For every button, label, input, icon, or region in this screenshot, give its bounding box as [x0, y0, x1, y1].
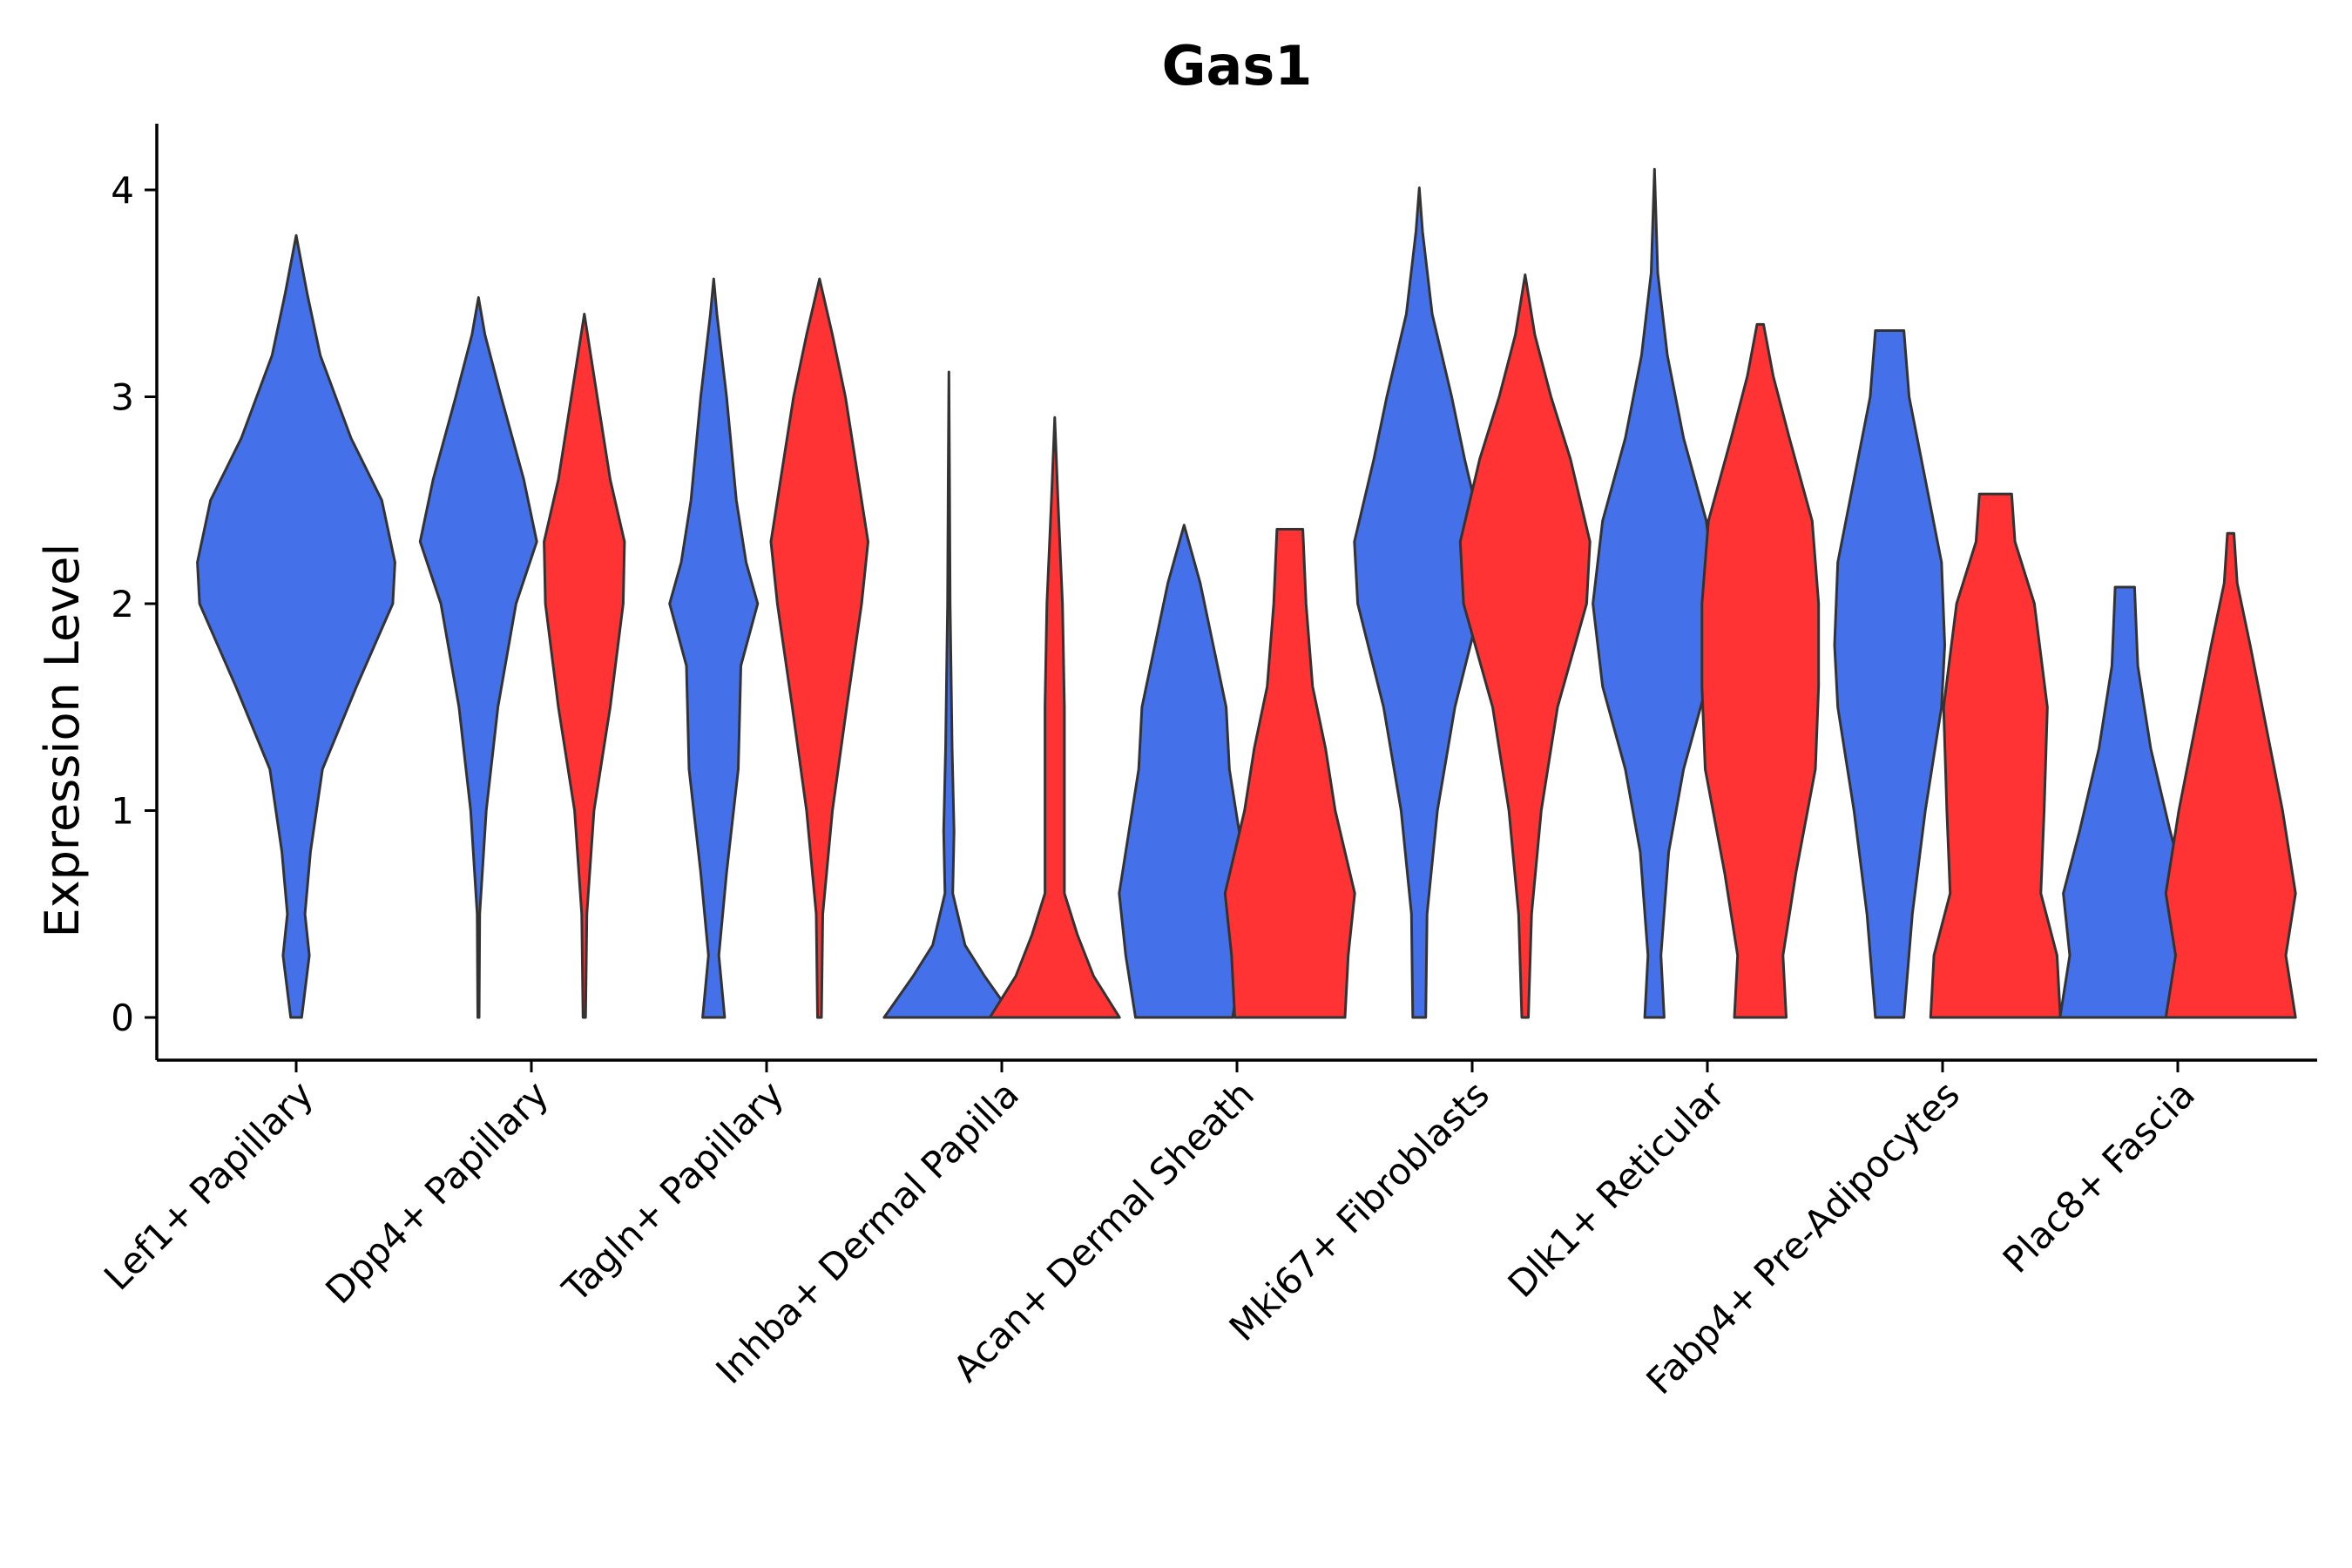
violin-group1-fabp4-pre-adipocytes — [1833, 329, 1946, 1019]
violin-group2-dpp4-papillary — [543, 313, 626, 1019]
violin-group1-dpp4-papillary — [418, 296, 538, 1019]
violin-group1-plac8-fascia — [2058, 585, 2192, 1019]
y-tick-label: 3 — [111, 376, 134, 419]
violins-layer — [196, 167, 2297, 1019]
x-tick-label: Plac8+ Fascia — [1995, 1072, 2203, 1281]
violin-group2-acan-dermal-sheath — [1223, 528, 1356, 1019]
violin-group2-inhba-dermal-papilla — [988, 416, 1121, 1019]
x-tick-label: Dpp4+ Papillary — [317, 1072, 557, 1312]
violin-group1-lef1-papillary — [196, 233, 396, 1019]
x-tick-label: Lef1+ Papillary — [96, 1072, 321, 1298]
violin-group2-tagln-papillary — [769, 277, 869, 1019]
chart-title: Gas1 — [1162, 34, 1313, 98]
y-tick-label: 2 — [111, 583, 134, 625]
violin-group2-dlk1-reticular — [1700, 322, 1821, 1019]
violin-group1-dlk1-reticular — [1592, 167, 1718, 1019]
x-tick-label: Mki67+ Fibroblasts — [1221, 1072, 1497, 1348]
violin-group2-plac8-fascia — [2164, 531, 2297, 1019]
violin-group1-inhba-dermal-papilla — [882, 370, 1016, 1019]
x-tick-label: Dlk1+ Reticular — [1500, 1072, 1734, 1306]
violin-group2-mki67-fibroblasts — [1458, 273, 1592, 1019]
violin-group1-tagln-papillary — [668, 277, 760, 1019]
violin-group2-fabp4-pre-adipocytes — [1929, 492, 2062, 1019]
y-tick-label: 1 — [111, 790, 134, 833]
y-tick-label: 0 — [111, 997, 134, 1039]
x-tick-label: Tagln+ Papillary — [554, 1072, 792, 1310]
violin-group1-mki67-fibroblasts — [1353, 186, 1486, 1019]
y-axis: 0 1 2 3 4 — [111, 124, 159, 1060]
y-tick-label: 4 — [111, 169, 134, 212]
y-axis-label: Expression Level — [35, 544, 90, 938]
